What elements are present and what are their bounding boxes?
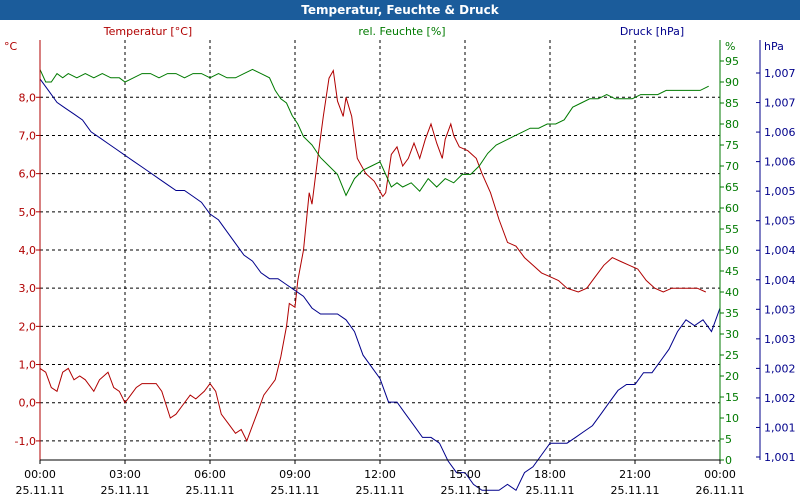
temperature-tick-label: 7,0 xyxy=(19,129,37,142)
x-tick-date: 25.11.11 xyxy=(441,484,490,497)
humidity-line xyxy=(39,68,709,197)
pressure-unit: hPa xyxy=(764,40,784,53)
humidity-tick-label: 40 xyxy=(725,286,739,299)
pressure-tick-label: 1,004 xyxy=(764,244,796,257)
temperature-tick-label: 1,0 xyxy=(19,359,37,372)
humidity-tick-label: 95 xyxy=(725,55,739,68)
pressure-tick-label: 1,006 xyxy=(764,126,796,139)
pressure-tick-label: 1,002 xyxy=(764,362,796,375)
temperature-unit: °C xyxy=(4,40,18,53)
series-layer xyxy=(39,68,721,492)
temperature-tick-label: -1,0 xyxy=(15,435,36,448)
pressure-tick-label: 1,001 xyxy=(764,451,796,464)
pressure-tick-label: 1,002 xyxy=(764,392,796,405)
x-tick-time: 06:00 xyxy=(194,468,226,481)
x-tick-time: 15:00 xyxy=(449,468,481,481)
x-tick-date: 26.11.11 xyxy=(696,484,745,497)
humidity-tick-label: 50 xyxy=(725,244,739,257)
x-tick-time: 09:00 xyxy=(279,468,311,481)
temperature-tick-label: 6,0 xyxy=(19,168,37,181)
temperature-tick-label: 5,0 xyxy=(19,206,37,219)
humidity-tick-label: 90 xyxy=(725,76,739,89)
pressure-tick-label: 1,003 xyxy=(764,333,796,346)
humidity-tick-label: 20 xyxy=(725,370,739,383)
humidity-tick-label: 25 xyxy=(725,349,739,362)
humidity-tick-label: 55 xyxy=(725,223,739,236)
pressure-tick-label: 1,001 xyxy=(764,421,796,434)
axis-layer: -1,0 0,0 1,0 2,0 3,0 4,0 5,0 6,0 7,0 8,0 °C 0 5 10 15 2… xyxy=(4,40,796,497)
x-tick-date: 25.11.11 xyxy=(16,484,65,497)
temperature-series-label: Temperatur [°C] xyxy=(103,25,192,38)
pressure-tick-label: 1,005 xyxy=(764,215,796,228)
humidity-tick-label: 30 xyxy=(725,328,739,341)
humidity-tick-label: 15 xyxy=(725,391,739,404)
humidity-tick-label: 85 xyxy=(725,97,739,110)
x-tick-time: 00:00 xyxy=(24,468,56,481)
humidity-tick-label: 80 xyxy=(725,118,739,131)
x-tick-time: 21:00 xyxy=(619,468,651,481)
temperature-tick-label: 4,0 xyxy=(19,244,37,257)
humidity-series-label: rel. Feuchte [%] xyxy=(358,25,445,38)
humidity-tick-label: 60 xyxy=(725,202,739,215)
x-tick-date: 25.11.11 xyxy=(611,484,660,497)
window-title: Temperatur, Feuchte & Druck xyxy=(0,0,800,20)
humidity-tick-label: 75 xyxy=(725,139,739,152)
humidity-tick-label: 5 xyxy=(725,433,732,446)
x-tick-time: 18:00 xyxy=(534,468,566,481)
pressure-tick-label: 1,005 xyxy=(764,185,796,198)
humidity-tick-label: 0 xyxy=(725,454,732,467)
humidity-tick-label: 10 xyxy=(725,412,739,425)
pressure-tick-label: 1,007 xyxy=(764,67,796,80)
temperature-tick-label: 8,0 xyxy=(19,91,37,104)
grid xyxy=(40,40,720,460)
temperature-line xyxy=(39,68,707,443)
pressure-tick-label: 1,006 xyxy=(764,156,796,169)
humidity-tick-label: 45 xyxy=(725,265,739,278)
x-tick-date: 25.11.11 xyxy=(271,484,320,497)
pressure-series-label: Druck [hPa] xyxy=(620,25,684,38)
pressure-tick-label: 1,004 xyxy=(764,274,796,287)
temperature-tick-label: 2,0 xyxy=(19,320,37,333)
x-tick-date: 25.11.11 xyxy=(186,484,235,497)
x-tick-time: 03:00 xyxy=(109,468,141,481)
x-tick-time: 12:00 xyxy=(364,468,396,481)
series-labels: Temperatur [°C] rel. Feuchte [%] Druck [hP… xyxy=(103,25,684,38)
pressure-tick-label: 1,007 xyxy=(764,97,796,110)
humidity-tick-label: 35 xyxy=(725,307,739,320)
x-tick-date: 25.11.11 xyxy=(356,484,405,497)
x-tick-date: 25.11.11 xyxy=(101,484,150,497)
humidity-tick-label: 65 xyxy=(725,181,739,194)
x-tick-date: 25.11.11 xyxy=(526,484,575,497)
pressure-line xyxy=(39,78,721,492)
temperature-tick-label: 0,0 xyxy=(19,397,37,410)
temperature-tick-label: 3,0 xyxy=(19,282,37,295)
pressure-tick-label: 1,003 xyxy=(764,303,796,316)
humidity-unit: % xyxy=(725,40,735,53)
humidity-tick-label: 70 xyxy=(725,160,739,173)
x-tick-time: 00:00 xyxy=(704,468,736,481)
